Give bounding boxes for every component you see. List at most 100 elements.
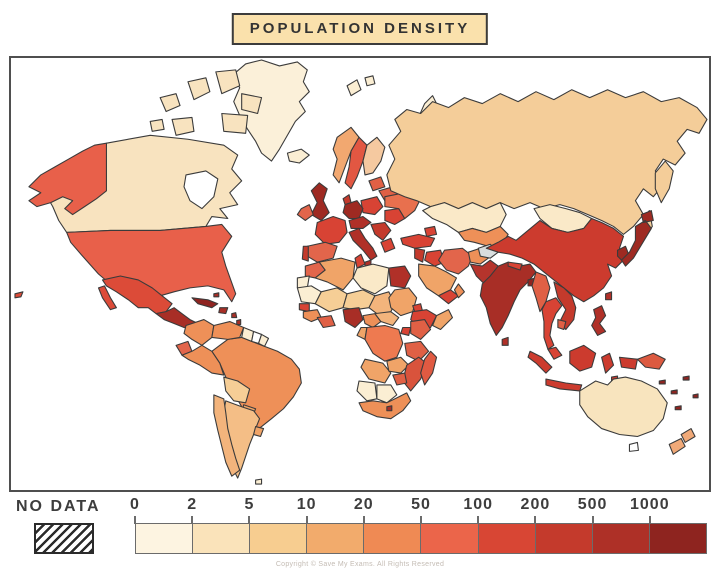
colorbar-tick-10: [305, 516, 308, 524]
no-data-hatch-swatch: [34, 523, 94, 554]
colorbar-segment-3: [307, 524, 365, 553]
colorbar-tick-label-2: 2: [187, 496, 198, 513]
no-data-label: NO DATA: [16, 498, 101, 515]
region-nepal: [507, 261, 523, 271]
region-cambodia: [557, 319, 567, 331]
colorbar-segment-7: [535, 524, 593, 553]
region-venezuela: [211, 321, 245, 340]
region-taiwan: [605, 291, 613, 301]
region-papua-new-guinea: [636, 352, 666, 370]
colorbar-tick-label-20: 20: [353, 496, 374, 513]
region-svalbard: [346, 75, 376, 97]
region-finland: [362, 136, 386, 176]
colorbar-tick-2: [191, 516, 194, 524]
region-caribbean-islands: [213, 292, 242, 326]
legend: NO DATA 0 2 5 10 20 50 100 200 500 1000: [0, 494, 720, 564]
region-romania: [384, 208, 406, 226]
region-greece: [380, 237, 396, 253]
region-sweden: [344, 136, 368, 190]
region-india: [479, 261, 537, 336]
colorbar-tick-0: [134, 516, 136, 524]
region-japan: [620, 210, 654, 267]
region-caucasus: [424, 225, 438, 237]
colorbar-tick-100: [477, 516, 480, 524]
colorbar-tick-20: [362, 516, 365, 524]
colorbar-segment-0: [136, 524, 194, 553]
region-nigeria: [342, 307, 364, 329]
colorbar-segment-9: [649, 524, 706, 553]
region-egypt: [388, 265, 412, 289]
region-uganda: [400, 326, 412, 336]
region-uruguay: [253, 426, 265, 438]
colorbar-tick-label-10: 10: [296, 496, 317, 513]
region-somalia: [432, 309, 454, 331]
region-falklands: [255, 478, 263, 485]
map-title-box: POPULATION DENSITY: [231, 13, 489, 45]
colorbar-tick-label-200: 200: [520, 496, 551, 513]
region-pacific-islands: [658, 375, 699, 411]
colorbar-tick-label-50: 50: [411, 496, 431, 513]
colorbar-tick-5: [248, 516, 251, 524]
colorbar-segment-6: [478, 524, 536, 553]
region-peru: [181, 344, 225, 376]
world-map-frame: [9, 56, 711, 492]
page-title: POPULATION DENSITY: [249, 20, 471, 37]
region-colombia: [183, 319, 215, 346]
region-philippines: [591, 305, 607, 336]
region-uk: [310, 182, 330, 222]
region-turkey: [400, 233, 436, 249]
region-tanzania: [404, 340, 430, 362]
region-norway: [332, 126, 360, 184]
colorbar-area: 0 2 5 10 20 50 100 200 500 1000: [130, 494, 707, 555]
region-baltics: [368, 176, 386, 192]
region-russia: [386, 89, 708, 235]
colorbar-tick-500: [591, 516, 594, 524]
region-algeria: [314, 257, 356, 291]
copyright-text: Copyright © Save My Exams. All Rights Re…: [275, 561, 445, 568]
region-oman: [453, 283, 465, 299]
colorbar-tick-label-100: 100: [463, 496, 494, 513]
region-new-zealand: [668, 428, 696, 455]
region-libya: [352, 263, 390, 295]
region-angola: [360, 358, 392, 384]
colorbar-segment-8: [592, 524, 650, 553]
region-ghana-ivory-coast: [316, 315, 336, 329]
colorbar-segment-2: [250, 524, 308, 553]
colorbar-tick-label-500: 500: [577, 496, 608, 513]
density-colorbar: [135, 523, 707, 554]
colorbar-tick-label-0: 0: [130, 496, 140, 513]
region-malaysia: [547, 346, 563, 360]
region-vietnam: [553, 281, 577, 331]
region-sri-lanka: [501, 336, 509, 346]
region-chile: [213, 394, 241, 477]
region-french-guiana: [258, 333, 270, 347]
region-hawaii: [14, 291, 24, 299]
region-levant: [414, 247, 426, 263]
colorbar-tick-200: [534, 516, 537, 524]
colorbar-tick-1000: [648, 516, 651, 524]
region-alpine: [348, 215, 372, 229]
region-madagascar: [420, 350, 438, 386]
region-france: [314, 215, 348, 245]
region-sudan: [388, 287, 418, 317]
region-drc: [364, 324, 404, 362]
region-portugal: [301, 245, 309, 262]
region-botswana: [376, 384, 398, 404]
region-tunisia: [354, 253, 366, 269]
region-zambia: [386, 356, 410, 374]
region-bolivia: [223, 376, 251, 404]
region-south-africa: [358, 392, 412, 420]
region-china: [485, 217, 627, 303]
region-cuba: [191, 297, 219, 309]
region-lesotho: [386, 405, 393, 412]
region-iran: [438, 247, 473, 275]
region-kamchatka: [654, 160, 674, 204]
region-guinea: [302, 309, 322, 323]
region-hudson-bay: [183, 170, 219, 210]
region-iceland: [286, 148, 310, 164]
colorbar-segment-5: [421, 524, 479, 553]
region-zimbabwe: [392, 372, 408, 386]
colorbar-segment-1: [193, 524, 251, 553]
colorbar-tick-label-5: 5: [244, 496, 255, 513]
colorbar-segment-4: [364, 524, 422, 553]
